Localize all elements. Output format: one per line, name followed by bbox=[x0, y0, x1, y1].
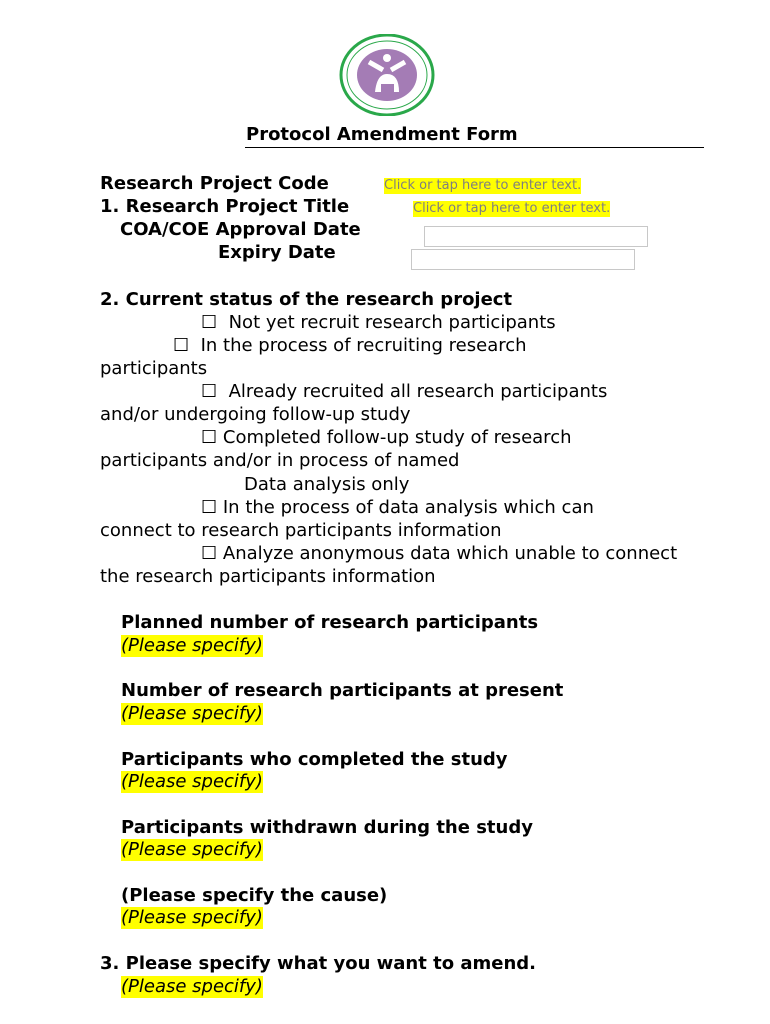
status-option-3[interactable]: ☐ Already recruited all research partici… bbox=[201, 381, 607, 403]
checkbox-icon[interactable]: ☐ bbox=[173, 335, 190, 356]
option-label: Already recruited all research participa… bbox=[228, 381, 608, 402]
option-label: In the process of recruiting research bbox=[200, 335, 527, 356]
option-label-cont: connect to research participants informa… bbox=[100, 520, 502, 541]
project-code-label: Research Project Code bbox=[100, 173, 329, 194]
question-label: (Please specify the cause) bbox=[121, 885, 388, 906]
checkbox-icon[interactable]: ☐ bbox=[201, 427, 218, 448]
project-title-label: 1. Research Project Title bbox=[100, 196, 350, 217]
question-label: Number of research participants at prese… bbox=[121, 680, 564, 701]
project-title-input[interactable]: Click or tap here to enter text. bbox=[413, 201, 611, 217]
checkbox-icon[interactable]: ☐ bbox=[201, 497, 218, 518]
expiry-date-label: Expiry Date bbox=[218, 242, 336, 263]
option-label-cont: participants and/or in process of named bbox=[100, 450, 460, 471]
university-seal-logo bbox=[339, 34, 435, 116]
option-label-cont: and/or undergoing follow-up study bbox=[100, 404, 411, 425]
checkbox-icon[interactable]: ☐ bbox=[201, 312, 218, 333]
title-rule bbox=[245, 147, 704, 148]
checkbox-icon[interactable]: ☐ bbox=[201, 543, 218, 564]
approval-date-input[interactable] bbox=[424, 226, 648, 247]
question-label: Participants who completed the study bbox=[121, 749, 508, 770]
status-option-4[interactable]: ☐ Completed follow-up study of research bbox=[201, 427, 572, 449]
option-label: Not yet recruit research participants bbox=[228, 312, 556, 333]
question-input[interactable]: (Please specify) bbox=[121, 907, 263, 929]
checkbox-icon[interactable]: ☐ bbox=[201, 381, 218, 402]
expiry-date-input[interactable] bbox=[411, 249, 635, 270]
status-option-5[interactable]: ☐ In the process of data analysis which … bbox=[201, 497, 594, 519]
question-label: Participants withdrawn during the study bbox=[121, 817, 533, 838]
status-option-2[interactable]: ☐ In the process of recruiting research bbox=[173, 335, 527, 357]
question-input[interactable]: (Please specify) bbox=[121, 703, 263, 725]
option-label-cont: participants bbox=[100, 358, 208, 379]
status-option-1[interactable]: ☐ Not yet recruit research participants bbox=[201, 312, 556, 334]
question-input[interactable]: (Please specify) bbox=[121, 839, 263, 861]
status-option-6[interactable]: ☐ Analyze anonymous data which unable to… bbox=[201, 543, 677, 565]
question-input[interactable]: (Please specify) bbox=[121, 635, 263, 657]
question-input[interactable]: (Please specify) bbox=[121, 976, 263, 998]
question-label: 3. Please specify what you want to amend… bbox=[100, 953, 536, 974]
question-input[interactable]: (Please specify) bbox=[121, 771, 263, 793]
approval-date-label: COA/COE Approval Date bbox=[120, 219, 361, 240]
option-label: Completed follow-up study of research bbox=[222, 427, 572, 448]
option-label-cont: the research participants information bbox=[100, 566, 436, 587]
option-label: Analyze anonymous data which unable to c… bbox=[222, 543, 678, 564]
project-code-input[interactable]: Click or tap here to enter text. bbox=[384, 178, 582, 194]
option-label: In the process of data analysis which ca… bbox=[222, 497, 594, 518]
status-heading: 2. Current status of the research projec… bbox=[100, 289, 513, 310]
option-subheading: Data analysis only bbox=[244, 474, 410, 495]
question-label: Planned number of research participants bbox=[121, 612, 539, 633]
form-title: Protocol Amendment Form bbox=[246, 124, 518, 145]
